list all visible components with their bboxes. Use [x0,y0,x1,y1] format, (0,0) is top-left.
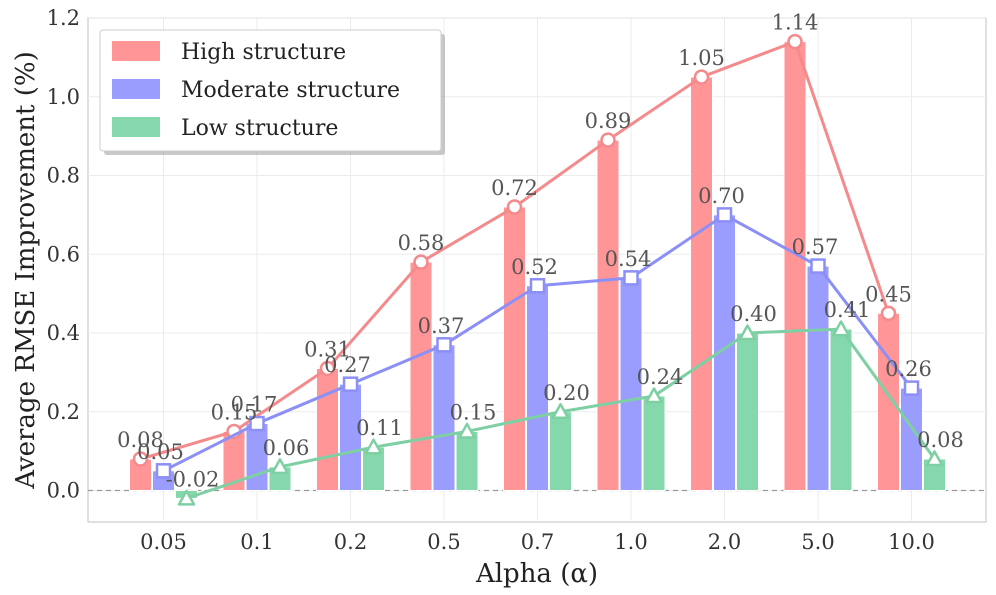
marker-1-5 [623,270,639,286]
marker-1-6 [716,207,733,223]
marker-0-0 [132,451,149,467]
bar-0-8 [877,312,900,491]
marker-1-2 [342,376,359,392]
data-label-1-1: 0.17 [231,393,278,417]
y-tick-label-2: 0.4 [47,321,80,345]
marker-0-8 [880,305,897,322]
bar-0-7 [783,41,807,491]
x-tick-label-5: 1.0 [614,530,647,554]
y-tick-label-3: 0.6 [47,242,80,266]
y-axis-label: Average RMSE Improvement (%) [11,51,41,490]
marker-1-7 [810,258,826,274]
data-label-2-7: 0.41 [824,298,871,322]
bar-2-4 [549,411,572,491]
y-axis-ticks: 0.0 0.2 0.4 0.6 0.8 1.0 1.2 [47,6,80,503]
marker-0-5 [600,132,616,148]
marker-0-2 [319,360,336,377]
legend-label-high: High structure [181,40,346,65]
marker-2-2 [364,438,383,455]
y-tick-label-4: 0.8 [47,164,80,188]
x-tick-label-0: 0.05 [140,530,187,554]
data-label-0-1: 0.15 [211,400,258,424]
marker-2-6 [738,324,757,341]
data-label-1-4: 0.52 [511,255,558,279]
legend-swatch-low [112,117,160,137]
bar-0-4 [503,206,526,491]
marker-0-3 [413,254,429,270]
bar-2-6 [736,332,759,491]
data-label-0-7: 1.14 [772,11,819,35]
y-tick-label-0: 0.0 [47,479,80,503]
data-label-1-7: 0.57 [792,235,839,259]
legend-label-moderate: Moderate structure [181,78,400,103]
data-label-0-8: 0.45 [865,282,912,306]
data-label-1-3: 0.37 [418,314,465,338]
y-tick-label-6: 1.2 [47,6,80,30]
data-label-0-2: 0.31 [304,337,351,361]
marker-1-1 [249,415,265,432]
marker-0-6 [693,69,710,85]
legend-swatch-moderate [112,79,160,99]
marker-2-3 [458,422,476,439]
bars [129,41,946,499]
data-label-0-0: 0.08 [117,428,164,452]
marker-2-0 [177,489,196,506]
marker-1-8 [903,380,920,396]
x-tick-label-2: 0.2 [334,530,367,554]
data-label-2-6: 0.40 [730,302,777,326]
data-label-2-0: -0.02 [166,467,220,491]
data-label-1-0: 0.05 [137,440,184,464]
x-tick-label-6: 2.0 [708,530,741,554]
bar-2-3 [455,430,479,491]
data-label-2-8: 0.08 [917,428,964,452]
data-label-0-5: 0.89 [585,109,632,133]
bar-2-5 [642,395,666,491]
x-tick-label-8: 10.0 [888,530,935,554]
data-label-1-2: 0.27 [324,353,371,377]
x-axis-ticks: 0.05 0.1 0.2 0.5 0.7 1.0 2.0 5.0 10.0 [140,530,935,554]
data-labels: 0.08 0.15 0.31 0.58 0.72 0.89 1.05 1.14 0.45 0.05… [117,11,964,492]
bar-0-6 [690,76,713,491]
legend-swatch-high [112,41,160,61]
bar-0-3 [409,261,433,491]
legend: High structure Moderate structure Low st… [99,29,445,155]
data-label-1-5: 0.54 [605,247,652,271]
x-tick-label-1: 0.1 [240,530,273,554]
marker-2-5 [645,387,663,404]
marker-2-7 [832,320,850,337]
x-tick-label-3: 0.5 [427,530,460,554]
bar-2-7 [829,328,853,491]
marker-2-4 [551,403,570,419]
y-tick-label-5: 1.0 [47,85,80,109]
series-lines [132,33,944,506]
data-label-2-5: 0.24 [637,365,684,389]
data-label-2-3: 0.15 [450,400,497,424]
x-axis-label: Alpha (α) [475,559,598,589]
data-label-0-6: 1.05 [678,46,725,70]
marker-1-0 [155,463,172,479]
marker-2-8 [925,450,944,467]
bar-0-2 [316,367,339,491]
data-label-2-1: 0.06 [263,436,310,460]
data-label-0-4: 0.72 [491,176,538,200]
marker-0-4 [506,199,523,215]
y-tick-label-1: 0.2 [47,400,80,424]
data-label-1-8: 0.26 [885,357,932,381]
legend-box [99,29,442,152]
marker-2-1 [271,458,289,475]
legend-label-low: Low structure [181,116,338,141]
data-label-2-2: 0.11 [356,416,403,440]
x-tick-label-7: 5.0 [801,530,834,554]
data-label-2-4: 0.20 [543,381,590,405]
marker-1-4 [529,278,546,294]
bar-0-5 [596,139,620,491]
marker-1-3 [436,337,452,353]
data-label-0-3: 0.58 [398,231,445,255]
data-label-1-6: 0.70 [698,184,745,208]
marker-0-7 [787,33,803,50]
x-tick-label-4: 0.7 [521,530,554,554]
